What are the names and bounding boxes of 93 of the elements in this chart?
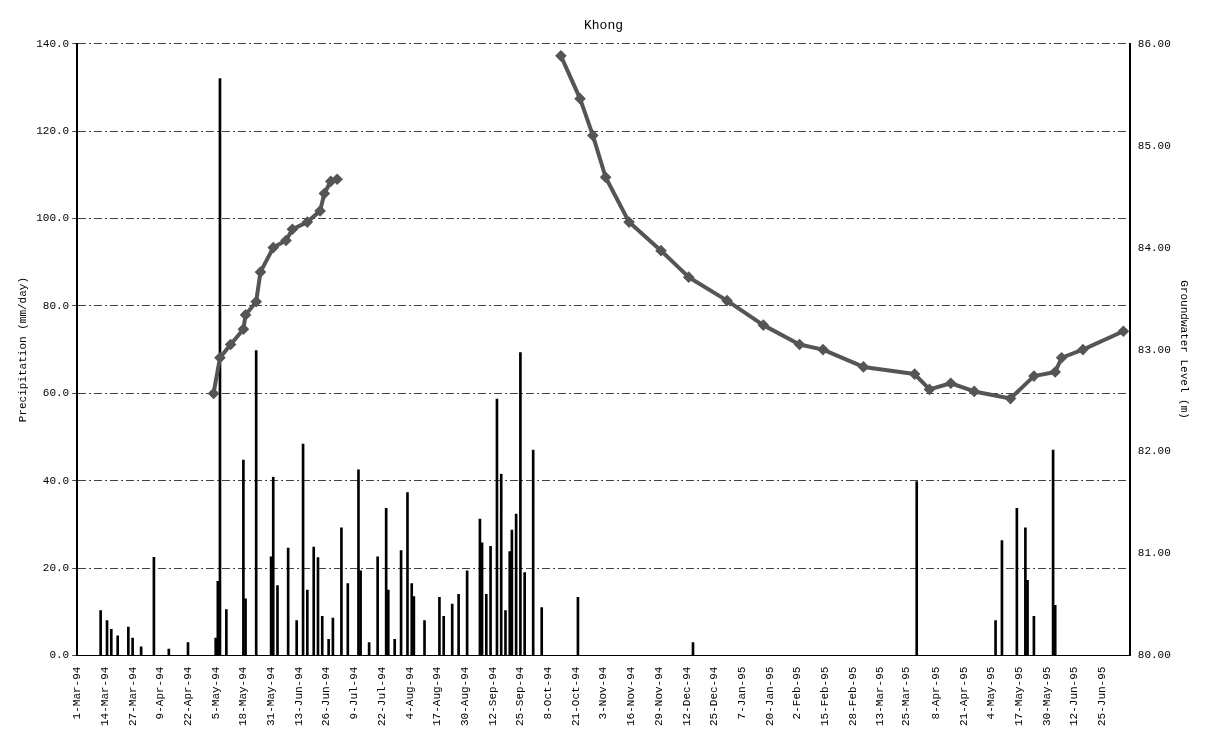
point — [575, 93, 586, 104]
x-tick-label: 4-May-95 — [985, 666, 998, 720]
x-tick-label: 29-Nov-94 — [652, 666, 665, 727]
y-tick-label: 80.0 — [42, 299, 70, 312]
x-tick-label: 15-Feb-95 — [819, 666, 831, 727]
x-tick-label: 14-Mar-94 — [98, 666, 111, 727]
x-tick-label: 18-May-94 — [237, 666, 250, 727]
x-tick-label: 25-Dec-94 — [708, 666, 721, 727]
x-tick-label: 3-Nov-94 — [597, 666, 610, 720]
x-tick-label: 2-Feb-95 — [791, 666, 804, 720]
x-tick-label: 8-Oct-94 — [542, 666, 555, 720]
point — [945, 378, 956, 389]
y-tick-label: 0.0 — [49, 649, 70, 662]
x-tick-label: 30-Aug-94 — [458, 666, 471, 727]
x-tick-label: 17-May-95 — [1012, 666, 1025, 727]
x-tick-label: 25-Sep-94 — [514, 666, 527, 727]
x-tick-label: 22-Jul-94 — [375, 666, 388, 727]
y-tick-label: 60.0 — [42, 387, 70, 400]
point — [1005, 393, 1016, 404]
y-tick-label: 20.0 — [42, 562, 70, 575]
y-tick-label: 100.0 — [36, 212, 70, 225]
y-tick-label: 140.0 — [36, 37, 70, 50]
point — [302, 217, 313, 228]
chart-title: Khong — [583, 18, 624, 34]
point — [240, 309, 251, 320]
y-tick-label: 40.0 — [42, 474, 70, 487]
x-tick-label: 27-Mar-94 — [126, 666, 139, 727]
x-tick-label: 12-Dec-94 — [680, 666, 693, 727]
point — [969, 386, 980, 397]
point — [600, 172, 611, 183]
x-tick-label: 17-Aug-94 — [431, 666, 444, 727]
x-tick-label: 12-Jun-95 — [1068, 666, 1081, 727]
x-tick-label: 1-Mar-94 — [71, 666, 84, 720]
x-tick-label: 21-Apr-95 — [957, 666, 970, 727]
point — [251, 296, 262, 307]
x-tick-label: 20-Jan-95 — [763, 666, 776, 727]
point — [587, 130, 598, 141]
y-tick-label: 120.0 — [36, 124, 70, 137]
x-tick-label: 25-Mar-95 — [899, 666, 912, 727]
y2-tick-label: 80.00 — [1137, 649, 1171, 662]
point — [214, 352, 225, 363]
point — [794, 339, 805, 350]
point — [238, 324, 249, 335]
point — [624, 217, 635, 228]
y2-tick-label: 83.00 — [1137, 343, 1171, 356]
point — [555, 50, 566, 61]
y-axis-title: Precipitation (mm/day) — [16, 276, 29, 423]
y2-tick-label: 84.00 — [1137, 241, 1171, 254]
point — [722, 295, 733, 306]
x-tick-label: 5-May-94 — [209, 666, 222, 720]
point — [817, 344, 828, 355]
x-tick-label: 25-Jun-95 — [1096, 666, 1108, 727]
point — [1056, 352, 1067, 363]
point — [909, 369, 920, 380]
point — [208, 388, 219, 399]
x-tick-label: 12-Sep-94 — [486, 666, 499, 727]
x-tick-label: 16-Nov-94 — [625, 666, 638, 727]
point — [255, 267, 266, 278]
y2-tick-label: 81.00 — [1137, 547, 1171, 560]
x-tick-label: 28-Feb-95 — [846, 666, 859, 727]
x-tick-label: 4-Aug-94 — [403, 666, 416, 720]
point — [683, 272, 694, 283]
x-tick-label: 13-Mar-95 — [874, 666, 887, 727]
x-tick-label: 13-Jun-94 — [292, 666, 305, 727]
y2-tick-label: 85.00 — [1137, 139, 1171, 152]
point — [1077, 344, 1088, 355]
x-tick-label: 7-Jan-95 — [735, 666, 748, 720]
x-tick-label: 9-Apr-94 — [154, 666, 167, 720]
x-tick-label: 30-May-95 — [1040, 666, 1053, 727]
y2-axis-title: Groundwater Level (m) — [1178, 280, 1191, 419]
point — [1050, 367, 1061, 378]
x-tick-label: 21-Oct-94 — [569, 666, 582, 727]
point — [315, 205, 326, 216]
point — [281, 235, 292, 246]
point — [656, 245, 667, 256]
point — [758, 320, 769, 331]
y2-tick-label: 86.00 — [1137, 37, 1171, 50]
x-tick-label: 8-Apr-95 — [929, 666, 942, 720]
point — [1118, 326, 1129, 337]
x-tick-label: 22-Apr-94 — [181, 666, 194, 727]
point — [1028, 371, 1039, 382]
x-tick-label: 9-Jul-94 — [348, 666, 361, 720]
point — [319, 188, 330, 199]
x-tick-label: 26-Jun-94 — [320, 666, 333, 727]
point — [225, 339, 236, 350]
point — [287, 224, 298, 235]
point — [332, 174, 343, 185]
x-tick-label: 31-May-94 — [265, 666, 278, 727]
point — [268, 242, 279, 253]
point — [325, 176, 336, 187]
point — [924, 384, 935, 395]
y2-tick-label: 82.00 — [1137, 445, 1171, 458]
point — [858, 361, 869, 372]
